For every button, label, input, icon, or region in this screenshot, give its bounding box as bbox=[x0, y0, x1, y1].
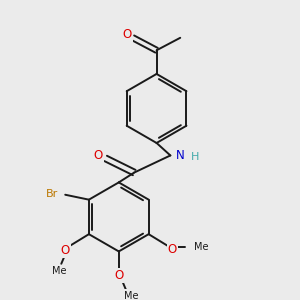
Text: O: O bbox=[114, 269, 123, 282]
Text: N: N bbox=[176, 149, 185, 162]
Text: Br: Br bbox=[46, 189, 58, 199]
Text: O: O bbox=[122, 28, 132, 41]
Text: Me: Me bbox=[124, 292, 138, 300]
Text: O: O bbox=[61, 244, 70, 257]
Text: H: H bbox=[191, 152, 199, 162]
Text: Me: Me bbox=[52, 266, 67, 276]
Text: O: O bbox=[94, 149, 103, 162]
Text: O: O bbox=[168, 243, 177, 256]
Text: Me: Me bbox=[194, 242, 208, 252]
